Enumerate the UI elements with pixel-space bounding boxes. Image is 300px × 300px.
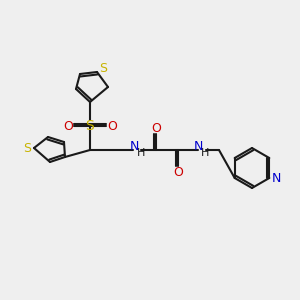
Text: S: S [99, 61, 107, 74]
Text: N: N [129, 140, 139, 152]
Text: O: O [151, 122, 161, 134]
Text: O: O [107, 119, 117, 133]
Text: N: N [272, 172, 281, 184]
Text: H: H [137, 148, 145, 158]
Text: O: O [63, 119, 73, 133]
Text: H: H [201, 148, 209, 158]
Text: S: S [85, 119, 94, 133]
Text: S: S [23, 142, 31, 154]
Text: O: O [173, 166, 183, 178]
Text: N: N [193, 140, 203, 152]
